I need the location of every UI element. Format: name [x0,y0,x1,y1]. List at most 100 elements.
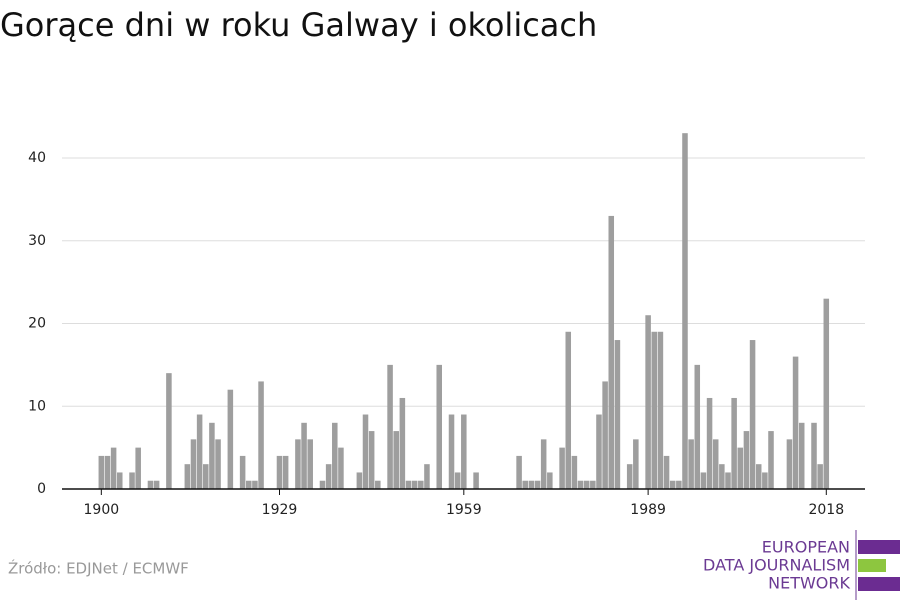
bar [633,439,639,489]
bar [258,381,264,489]
bar [614,340,621,489]
bar [98,455,105,489]
bar [565,331,572,489]
bar [301,422,307,489]
bar [706,397,713,489]
bar [669,480,676,489]
bar [786,439,793,489]
bar [817,464,823,489]
x-tick-label: 1929 [262,502,298,518]
bar [116,472,123,489]
bar [577,480,584,489]
bar [762,472,768,489]
bar [203,464,209,489]
bar [282,455,289,489]
bar [540,439,547,489]
bar [534,480,541,489]
bar [393,431,399,489]
bar [676,480,682,489]
bar [135,447,141,489]
bar [246,480,252,489]
bar [651,331,658,489]
bar [522,480,529,489]
bar [755,464,762,489]
y-tick-label: 10 [28,398,46,414]
bar [190,439,197,489]
bar [362,414,369,489]
bar [743,431,750,489]
bar [252,480,258,489]
bar [448,414,455,489]
bar [104,455,111,489]
bar [571,455,578,489]
bar [823,298,830,489]
bar [424,464,430,489]
bar [602,381,608,489]
logo-bar [858,559,886,572]
y-tick-label: 30 [28,233,46,249]
bar [153,480,160,489]
bar [768,431,774,489]
bar [516,455,522,489]
logo-text: NETWORK [768,574,850,593]
logo-text: DATA JOURNALISM [703,556,850,575]
y-tick-label: 0 [37,481,46,497]
bar [332,422,338,489]
bar [418,480,424,489]
bar [528,480,535,489]
source: Źródło: EDJNet / ECMWF [8,559,189,578]
bar [798,422,805,489]
bar [356,472,363,489]
bar [227,389,234,489]
x-tick-label: 2018 [808,502,844,518]
bar [209,422,215,489]
bar [307,439,313,489]
bar [147,480,154,489]
bar [657,331,664,489]
bar [319,480,326,489]
logo-bar [858,577,900,591]
bar [694,364,701,489]
bar [626,464,633,489]
bar [725,472,731,489]
bar [596,414,602,489]
bar [295,439,301,489]
bar [792,356,799,489]
bar [276,455,283,489]
bar [166,373,172,489]
bar [547,472,553,489]
bar [411,480,418,489]
bar [405,480,412,489]
bar [461,414,467,489]
bar [663,455,670,489]
x-tick-label: 1959 [446,502,482,518]
bar [436,364,442,489]
x-tick-label: 1989 [630,502,666,518]
y-tick-label: 20 [28,316,46,332]
y-tick-label: 40 [28,150,46,166]
bar [608,215,615,490]
bar [700,472,707,489]
bar [682,133,688,490]
bar [399,397,406,489]
bar [749,340,756,489]
x-tick-label: 1900 [84,502,120,518]
logo-bar [858,540,900,554]
bar [583,480,590,489]
bar [454,472,461,489]
logo-text: EUROPEAN [762,538,850,557]
bar [688,439,694,489]
bar [737,447,744,489]
bar [375,480,381,489]
bar [110,447,117,489]
bar [338,447,344,489]
bar [196,414,203,489]
bar [184,464,191,489]
bar [645,315,651,489]
bar [129,472,135,489]
bar [559,447,565,489]
bar [368,431,375,489]
bar [387,364,393,489]
bar [215,439,221,489]
